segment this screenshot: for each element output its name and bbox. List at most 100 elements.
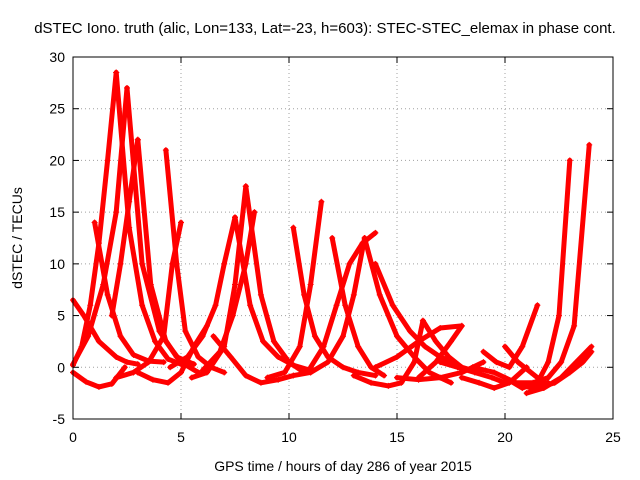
data-point <box>162 147 169 154</box>
data-point <box>527 369 534 376</box>
data-point <box>108 380 115 387</box>
data-point <box>489 374 496 381</box>
data-point <box>134 369 141 376</box>
data-point <box>376 291 383 298</box>
data-point <box>448 379 454 386</box>
data-point <box>160 333 167 340</box>
data-point <box>372 260 379 267</box>
data-point <box>145 359 152 366</box>
data-point <box>126 198 133 205</box>
data-point <box>270 338 277 345</box>
data-point <box>454 364 461 371</box>
data-point <box>257 379 264 386</box>
data-point <box>124 85 130 92</box>
data-point <box>419 317 426 324</box>
y-tick-label: 20 <box>49 152 65 168</box>
x-tick-label: 20 <box>497 429 513 445</box>
data-point <box>519 384 526 391</box>
data-point <box>264 374 271 381</box>
data-point <box>566 369 573 376</box>
series-line <box>167 214 238 370</box>
series-38 <box>534 348 595 391</box>
data-point <box>437 359 444 366</box>
data-point <box>95 383 102 390</box>
series-12 <box>167 214 238 371</box>
data-point <box>113 374 120 381</box>
data-point <box>147 281 154 288</box>
plot-frame <box>72 56 614 420</box>
data-point <box>342 302 349 309</box>
data-point <box>372 364 379 371</box>
data-point <box>203 369 210 376</box>
data-point <box>199 333 206 340</box>
data-point <box>221 260 228 267</box>
data-point <box>139 260 146 267</box>
y-tick-label: 0 <box>57 359 65 375</box>
series-line <box>329 235 387 379</box>
data-point <box>558 359 565 366</box>
data-point <box>242 260 249 267</box>
data-point <box>199 367 206 374</box>
data-point <box>113 209 120 216</box>
data-point <box>87 302 94 309</box>
data-point <box>307 364 314 371</box>
series-0 <box>70 69 120 369</box>
series-16 <box>199 209 258 374</box>
data-point <box>232 214 238 221</box>
x-tick-label: 10 <box>281 429 297 445</box>
x-axis: 0 5 10 15 20 25 <box>69 57 621 445</box>
data-point <box>165 379 172 386</box>
data-point <box>117 333 124 340</box>
data-point <box>458 322 465 329</box>
data-point <box>355 369 362 376</box>
data-point <box>437 374 444 381</box>
data-point <box>95 338 102 345</box>
data-point <box>167 364 174 371</box>
data-point <box>406 328 413 335</box>
data-point <box>100 281 107 288</box>
data-point <box>221 369 228 376</box>
data-point <box>260 338 267 345</box>
data-point <box>311 333 318 340</box>
data-point <box>355 343 362 350</box>
series-line <box>416 323 465 381</box>
data-point <box>296 343 303 350</box>
data-point <box>195 353 202 360</box>
data-point <box>318 198 325 205</box>
data-point <box>232 281 238 288</box>
y-tick-label: 10 <box>49 256 65 272</box>
data-point <box>188 374 195 381</box>
data-point <box>178 219 184 226</box>
data-point <box>502 343 508 350</box>
data-point <box>415 338 422 345</box>
data-point <box>458 374 465 381</box>
data-point <box>571 322 578 329</box>
data-point <box>329 235 336 241</box>
data-point <box>108 312 115 319</box>
data-point <box>162 338 169 345</box>
data-point <box>210 333 217 340</box>
data-point <box>104 291 111 298</box>
series-29 <box>415 322 465 381</box>
data-point <box>415 374 422 381</box>
y-axis-label: dSTEC / TECUs <box>9 187 25 289</box>
y-tick-label: 15 <box>49 204 65 220</box>
data-point <box>545 374 552 381</box>
data-point <box>372 229 379 236</box>
data-point <box>173 260 180 267</box>
data-point <box>394 353 400 360</box>
data-point <box>476 379 483 386</box>
data-point <box>469 364 476 371</box>
data-point <box>588 348 595 355</box>
data-point <box>257 291 264 298</box>
y-tick-label: 30 <box>49 49 65 65</box>
data-point <box>113 353 120 360</box>
data-point <box>212 302 219 309</box>
data-point <box>512 379 519 386</box>
data-point <box>480 359 487 366</box>
data-point <box>432 338 439 345</box>
data-point <box>182 328 189 335</box>
data-point <box>361 235 368 241</box>
data-point <box>350 291 357 298</box>
data-point <box>190 361 197 368</box>
